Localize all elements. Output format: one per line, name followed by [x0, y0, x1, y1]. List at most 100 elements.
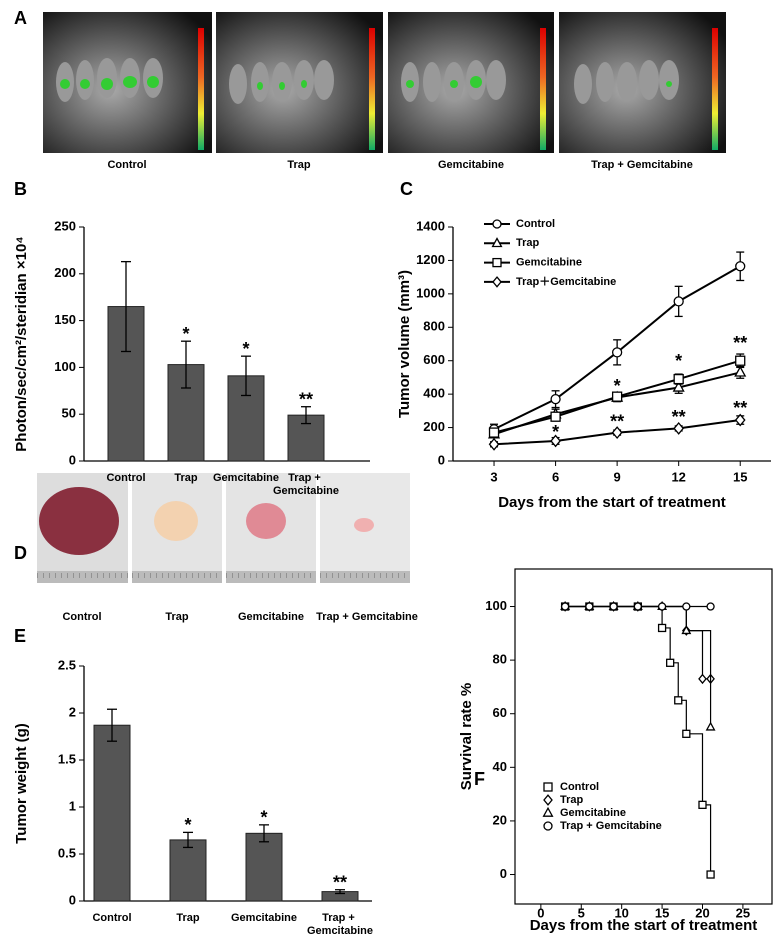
legend-label: Control: [560, 781, 599, 793]
x-tick-label: Trap + Gemcitabine: [307, 912, 373, 937]
marker: [734, 413, 746, 427]
y-axis-label: Survival rate %: [458, 683, 475, 791]
y-tick-label: 100: [54, 359, 76, 374]
marker: [492, 219, 502, 229]
y-tick-label: 1: [69, 798, 76, 813]
marker: [673, 373, 684, 385]
marker: [673, 296, 684, 307]
x-axis-label: Days from the start of treatment: [498, 494, 726, 511]
legend-label: Trap + Gemcitabine: [560, 820, 662, 832]
legend-label: Trap: [516, 237, 540, 249]
panel-label: D: [14, 543, 27, 563]
x-tick-label: 25: [736, 905, 750, 920]
x-tick-label: 0: [537, 905, 544, 920]
y-tick-label: 2: [69, 704, 76, 719]
x-tick-label: 12: [671, 469, 685, 484]
x-tick-label: Gemcitabine: [231, 912, 297, 924]
legend-label: Trap: [560, 794, 584, 806]
y-tick-label: 0: [438, 452, 445, 467]
legend-marker: [543, 782, 553, 792]
significance: **: [299, 389, 313, 409]
legend-label: Control: [516, 218, 555, 230]
marker: [698, 673, 707, 685]
x-tick-label: Control: [106, 472, 145, 484]
marker: [560, 602, 570, 611]
y-tick-label: 50: [62, 406, 76, 421]
y-axis-label: Tumor weight (g): [13, 723, 30, 844]
marker: [550, 394, 561, 405]
annotation: *: [614, 376, 621, 396]
marker: [633, 602, 642, 611]
y-tick-label: 600: [423, 352, 445, 367]
significance: *: [260, 808, 267, 828]
x-tick-label: Trap: [174, 472, 198, 484]
annotation: *: [552, 422, 559, 442]
legend-marker: [542, 806, 554, 817]
y-tick-label: 400: [423, 386, 445, 401]
marker: [492, 257, 502, 268]
legend-marker: [543, 821, 553, 831]
y-tick-label: 60: [493, 705, 507, 720]
marker: [705, 721, 716, 731]
y-tick-label: 200: [54, 265, 76, 280]
panel-label: F: [474, 769, 485, 789]
x-tick-label: 5: [578, 905, 585, 920]
y-tick-label: 1.5: [58, 751, 76, 766]
y-tick-label: 1000: [416, 285, 445, 300]
image-caption: Gemcitabine: [238, 611, 304, 623]
panel-a-images: [43, 12, 726, 153]
bar: [93, 724, 131, 902]
y-tick-label: 80: [493, 652, 507, 667]
marker: [681, 625, 692, 635]
marker: [611, 391, 623, 402]
x-tick-label: 9: [614, 469, 621, 484]
panel-label: C: [400, 179, 413, 199]
x-tick-label: Control: [92, 912, 131, 924]
x-tick-label: 20: [695, 905, 709, 920]
y-tick-label: 0: [69, 892, 76, 907]
series-line: [565, 605, 711, 680]
y-tick-label: 1400: [416, 218, 445, 233]
y-axis-label: Tumor volume (mm³): [396, 270, 413, 418]
marker: [735, 355, 746, 366]
marker: [492, 276, 502, 288]
legend-label: Gemcitabine: [560, 807, 626, 819]
legend-label: Trap＋Gemcitabine: [516, 276, 616, 288]
marker: [682, 602, 691, 611]
marker: [585, 602, 594, 611]
x-tick-label: 6: [552, 469, 559, 484]
panel-label: E: [14, 626, 26, 646]
legend-marker: [543, 794, 553, 806]
marker: [550, 411, 561, 422]
image-caption: Gemcitabine: [438, 159, 504, 171]
y-tick-label: 100: [485, 598, 507, 613]
image-caption: Control: [107, 159, 146, 171]
plot-frame: [514, 568, 773, 905]
annotation: **: [610, 411, 624, 431]
image-caption: Trap: [165, 611, 189, 623]
annotation: **: [733, 333, 747, 353]
y-tick-label: 40: [493, 759, 507, 774]
y-tick-label: 20: [493, 812, 507, 827]
bar: [245, 832, 283, 902]
marker: [488, 437, 500, 451]
y-tick-label: 2.5: [58, 657, 76, 672]
significance: *: [184, 815, 191, 835]
x-tick-label: 15: [655, 905, 669, 920]
annotation: **: [733, 398, 747, 418]
image-caption: Control: [62, 611, 101, 623]
annotation: **: [672, 407, 686, 427]
legend-label: Gemcitabine: [516, 257, 582, 269]
x-axis-label: Days from the start of treatment: [530, 917, 758, 934]
marker: [488, 427, 500, 438]
marker: [611, 426, 623, 440]
image-caption: Trap + Gemcitabine: [316, 611, 418, 623]
y-tick-label: 800: [423, 319, 445, 334]
series-line: [565, 605, 712, 875]
y-tick-label: 150: [54, 312, 76, 327]
significance: **: [333, 872, 347, 892]
image-caption: Trap: [287, 159, 311, 171]
image-caption: Trap + Gemcitabine: [591, 159, 693, 171]
marker: [611, 347, 623, 358]
